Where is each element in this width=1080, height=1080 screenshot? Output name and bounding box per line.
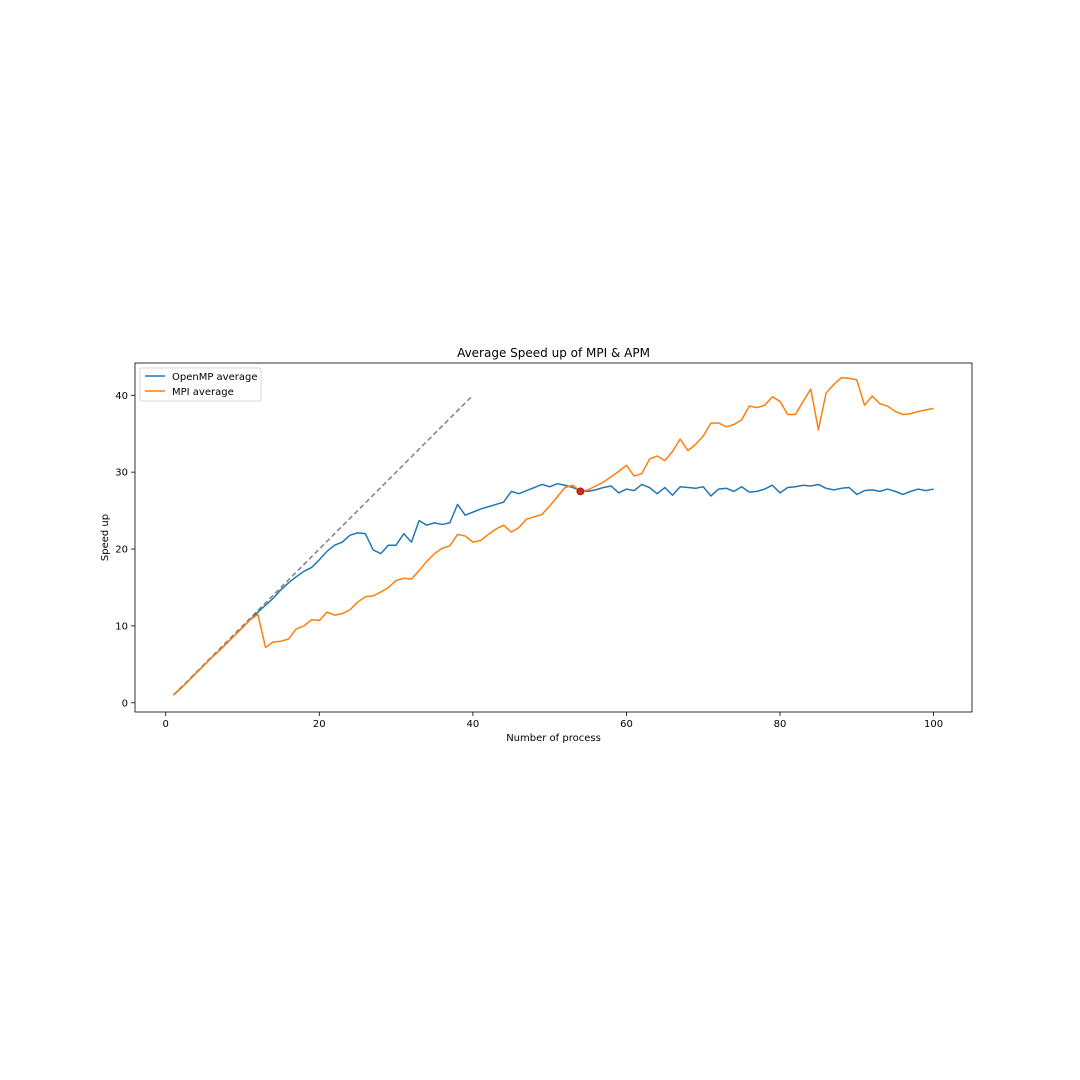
ideal-speedup-line bbox=[172, 394, 474, 696]
legend-label-openmp: OpenMP average bbox=[172, 372, 257, 383]
x-tick-label-80: 80 bbox=[774, 719, 787, 730]
x-axis: 0 20 40 60 80 100 bbox=[163, 712, 943, 730]
plot-frame bbox=[134, 362, 973, 713]
plot-area bbox=[134, 362, 973, 713]
y-axis-label: Speed up bbox=[100, 514, 111, 561]
x-tick-label-20: 20 bbox=[313, 719, 326, 730]
y-tick-label-0: 0 bbox=[122, 698, 128, 709]
legend-box bbox=[139, 367, 262, 402]
series-layer bbox=[172, 376, 934, 696]
x-tick-label-60: 60 bbox=[620, 719, 633, 730]
x-tick-label-100: 100 bbox=[924, 719, 943, 730]
plot-background bbox=[135, 363, 972, 712]
y-axis: 0 10 20 30 40 bbox=[115, 391, 135, 709]
crossover-marker bbox=[576, 487, 585, 496]
x-tick-label-0: 0 bbox=[163, 719, 169, 730]
openmp-average-line bbox=[172, 482, 934, 696]
y-tick-label-10: 10 bbox=[115, 621, 128, 632]
y-tick-label-40: 40 bbox=[115, 391, 128, 402]
y-tick-label-20: 20 bbox=[115, 545, 128, 556]
chart-title: Average Speed up of MPI & APM bbox=[457, 346, 650, 360]
mpi-average-line bbox=[172, 376, 934, 696]
y-tick-label-30: 30 bbox=[115, 468, 128, 479]
x-tick-label-40: 40 bbox=[467, 719, 480, 730]
legend-label-mpi: MPI average bbox=[172, 387, 234, 398]
marker-layer bbox=[576, 487, 585, 496]
legend: OpenMP average MPI average bbox=[139, 367, 262, 402]
x-axis-label: Number of process bbox=[506, 733, 601, 744]
